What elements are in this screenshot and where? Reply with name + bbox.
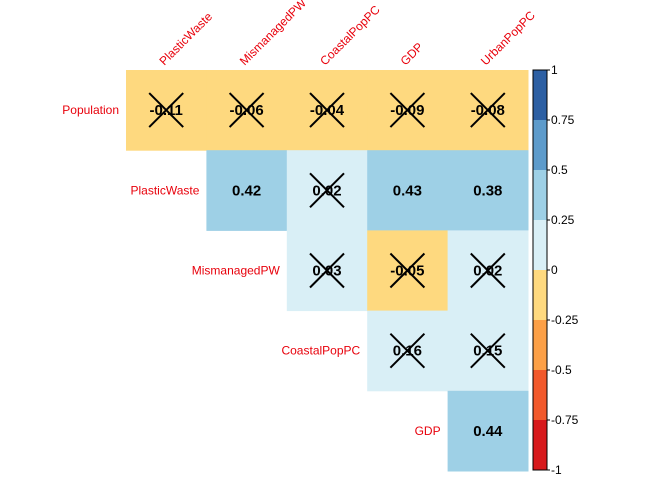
row-labels: Population PlasticWaste MismanagedPW Coasta… <box>62 103 440 438</box>
cell-value-label: 0.42 <box>232 182 261 199</box>
insignificant-cross-mark <box>470 252 506 289</box>
insignificant-cross-mark <box>309 172 345 209</box>
colorbar-tick-label: 0.5 <box>551 163 568 177</box>
column-label: PlasticWaste <box>156 9 215 68</box>
colorbar-tick-label: 0.75 <box>551 113 575 127</box>
insignificant-cross-mark <box>309 92 345 128</box>
cell-PlasticWaste-UrbanPopPC: 0.38 <box>447 150 529 231</box>
cell-rect <box>447 150 529 231</box>
insignificant-cross-mark <box>228 92 265 128</box>
cell-value-label: 0.44 <box>473 423 503 440</box>
colorbar-bin <box>533 170 547 220</box>
cell-PlasticWaste-MismanagedPW: 0.42 <box>206 150 288 231</box>
insignificant-cross-mark <box>470 92 506 128</box>
row-label: CoastalPopPC <box>281 344 360 358</box>
insignificant-cross-mark <box>389 332 426 369</box>
cell-Population-MismanagedPW: -0.06 <box>206 70 288 151</box>
row-label: GDP <box>415 424 441 438</box>
row-label: Population <box>62 103 119 117</box>
colorbar-tick-label: -0.25 <box>551 313 579 327</box>
cell-MismanagedPW-CoastalPopPC: 0.03 <box>286 230 368 312</box>
colorbar: 1 0.75 0.5 0.25 0 -0.25 -0.5 -0.75 -1 <box>532 63 579 477</box>
cell-Population-CoastalPopPC: -0.04 <box>286 70 368 151</box>
insignificant-cross-mark <box>389 252 426 289</box>
colorbar-bin <box>533 420 547 470</box>
colorbar-bin <box>533 270 547 320</box>
column-label: CoastalPopPC <box>317 2 383 68</box>
cell-PlasticWaste-GDP: 0.43 <box>367 150 449 231</box>
row-label: PlasticWaste <box>130 183 199 197</box>
cell-CoastalPopPC-UrbanPopPC: 0.15 <box>447 310 529 392</box>
cell-rect <box>206 150 288 231</box>
insignificant-cross-mark <box>148 92 184 128</box>
insignificant-cross-mark <box>470 332 506 369</box>
row-label: MismanagedPW <box>192 264 281 278</box>
cell-PlasticWaste-CoastalPopPC: 0.02 <box>286 150 368 231</box>
column-labels: PlasticWaste MismanagedPW CoastalPopPC GDP U… <box>156 0 538 68</box>
colorbar-bin <box>533 120 547 170</box>
cell-Population-UrbanPopPC: -0.08 <box>447 70 529 151</box>
colorbar-tick-label: 0.25 <box>551 213 575 227</box>
cell-MismanagedPW-GDP: -0.05 <box>367 230 449 312</box>
column-label: UrbanPopPC <box>478 8 538 68</box>
insignificant-cross-mark <box>389 92 426 128</box>
cell-MismanagedPW-UrbanPopPC: 0.02 <box>447 230 529 312</box>
colorbar-bin <box>533 220 547 270</box>
colorbar-tick-label: -1 <box>551 463 562 477</box>
cell-value-label: 0.38 <box>473 182 502 199</box>
column-label: GDP <box>398 40 426 68</box>
cell-GDP-UrbanPopPC: 0.44 <box>447 390 529 472</box>
correlation-cells: -0.11-0.06-0.04-0.09-0.08 0.42 0.02 0.43 0.3… <box>126 70 529 472</box>
colorbar-bin <box>533 370 547 420</box>
cell-value-label: 0.43 <box>393 182 422 199</box>
column-label: MismanagedPW <box>237 0 310 68</box>
cell-Population-GDP: -0.09 <box>367 70 449 151</box>
colorbar-bin <box>533 70 547 120</box>
colorbar-tick-label: -0.75 <box>551 413 579 427</box>
cell-rect <box>447 390 529 472</box>
colorbar-tick-label: -0.5 <box>551 363 572 377</box>
cell-Population-PlasticWaste: -0.11 <box>126 70 207 151</box>
colorbar-tick-label: 0 <box>551 263 558 277</box>
cell-rect <box>367 150 449 231</box>
cell-CoastalPopPC-GDP: 0.16 <box>367 310 449 392</box>
colorbar-bin <box>533 320 547 370</box>
insignificant-cross-mark <box>309 252 345 289</box>
colorbar-tick-label: 1 <box>551 63 558 77</box>
